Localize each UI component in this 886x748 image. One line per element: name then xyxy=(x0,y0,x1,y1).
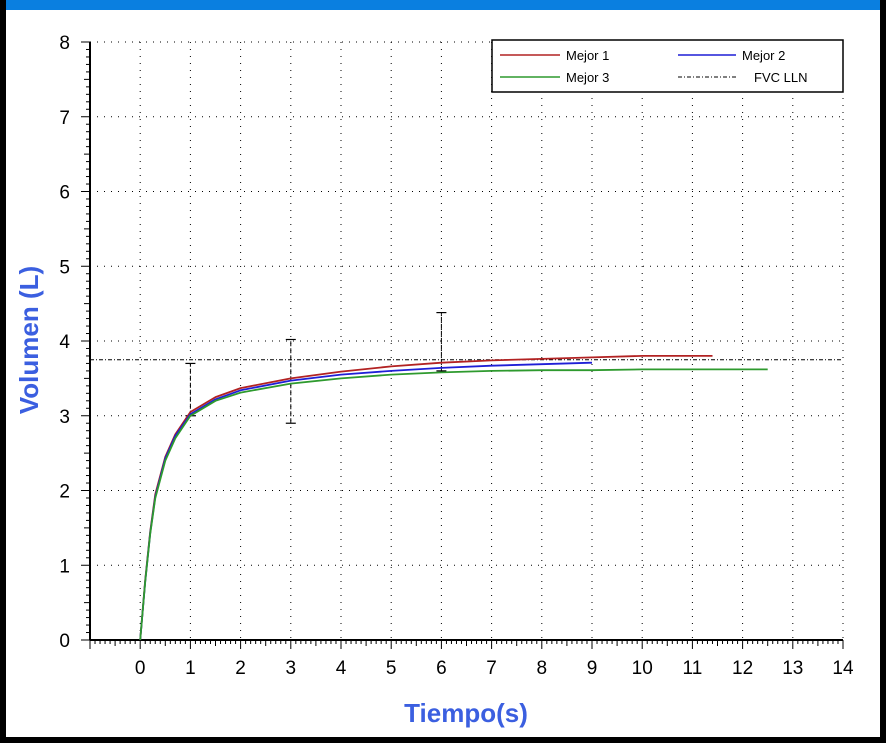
x-tick-label: 5 xyxy=(386,658,397,679)
y-tick-label: 3 xyxy=(59,407,70,428)
x-tick-label: 6 xyxy=(436,658,447,679)
y-tick-label: 0 xyxy=(59,631,70,652)
x-tick-label: 0 xyxy=(135,658,146,679)
x-tick-label: 9 xyxy=(587,658,598,679)
x-tick-label: 10 xyxy=(632,658,653,679)
legend-label-fvc-lln: FVC LLN xyxy=(754,70,807,85)
legend-label-mejor3: Mejor 3 xyxy=(566,70,609,85)
y-tick-label: 8 xyxy=(59,33,70,54)
x-tick-label: 12 xyxy=(732,658,753,679)
x-tick-label: 7 xyxy=(486,658,497,679)
y-tick-label: 6 xyxy=(59,183,70,204)
y-tick-label: 5 xyxy=(59,257,70,278)
x-tick-label: 11 xyxy=(683,658,703,679)
data-series xyxy=(139,354,768,641)
x-tick-label: 3 xyxy=(286,658,297,679)
x-tick-label: 2 xyxy=(235,658,246,679)
x-tick-label: 8 xyxy=(537,658,548,679)
frame-top-bar xyxy=(0,0,886,10)
series-line-mejor-3 xyxy=(139,368,768,641)
tick-marks xyxy=(81,41,844,649)
x-tick-label: 13 xyxy=(782,658,803,679)
y-tick-label: 7 xyxy=(59,108,70,129)
y-tick-label: 2 xyxy=(59,482,70,503)
x-tick-label: 1 xyxy=(185,658,196,679)
y-axis-title: Volumen (L) xyxy=(14,266,44,414)
x-tick-label: 14 xyxy=(832,658,854,679)
legend-label-mejor1: Mejor 1 xyxy=(566,48,609,63)
y-tick-label: 1 xyxy=(59,556,70,577)
frame-right-border xyxy=(880,0,886,743)
frame-bottom-border xyxy=(0,737,886,743)
frame-left-border xyxy=(0,0,6,743)
y-tick-label: 4 xyxy=(59,332,70,353)
x-axis-title: Tiempo(s) xyxy=(404,698,528,728)
legend-box xyxy=(491,39,844,93)
legend-label-mejor2: Mejor 2 xyxy=(742,48,785,63)
x-tick-label: 4 xyxy=(336,658,347,679)
legend: Mejor 1 Mejor 2 Mejor 3 FVC LLN xyxy=(491,39,844,93)
